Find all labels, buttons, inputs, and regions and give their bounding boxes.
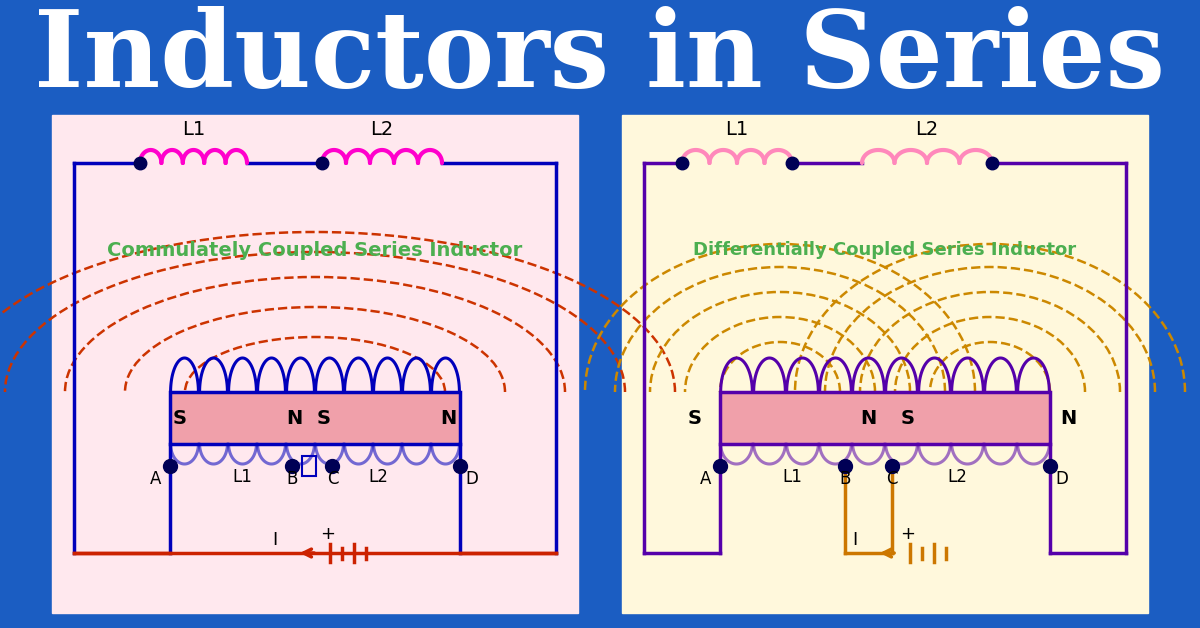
Text: N: N bbox=[440, 408, 457, 428]
Text: L2: L2 bbox=[948, 468, 967, 486]
Text: +: + bbox=[900, 525, 916, 543]
Text: C: C bbox=[326, 470, 338, 488]
Text: Differentially Coupled Series Inductor: Differentially Coupled Series Inductor bbox=[694, 241, 1076, 259]
Text: A: A bbox=[701, 470, 712, 488]
Text: I: I bbox=[852, 531, 858, 549]
Text: L2: L2 bbox=[916, 120, 938, 139]
Bar bbox=[720, 392, 1050, 444]
Text: B: B bbox=[840, 470, 851, 488]
Bar bbox=[52, 115, 578, 613]
Bar bbox=[720, 392, 1050, 444]
Bar bbox=[170, 392, 460, 444]
Text: L2: L2 bbox=[371, 120, 394, 139]
Text: S: S bbox=[173, 408, 187, 428]
Text: Commulately Coupled Series Inductor: Commulately Coupled Series Inductor bbox=[107, 241, 523, 259]
Text: N: N bbox=[860, 408, 877, 428]
Text: D: D bbox=[466, 470, 479, 488]
Bar bbox=[302, 456, 317, 476]
Text: S: S bbox=[901, 408, 916, 428]
Text: L1: L1 bbox=[725, 120, 749, 139]
Text: L1: L1 bbox=[182, 120, 205, 139]
Text: Inductors in Series: Inductors in Series bbox=[35, 6, 1165, 109]
Text: +: + bbox=[320, 525, 336, 543]
Text: N: N bbox=[287, 408, 302, 428]
Text: N: N bbox=[1060, 408, 1076, 428]
Text: L2: L2 bbox=[368, 468, 389, 486]
Bar bbox=[170, 392, 460, 444]
Text: D: D bbox=[1056, 470, 1068, 488]
Text: L1: L1 bbox=[782, 468, 803, 486]
Text: I: I bbox=[272, 531, 277, 549]
Text: L1: L1 bbox=[233, 468, 252, 486]
Text: A: A bbox=[150, 470, 162, 488]
Bar bbox=[622, 115, 1148, 613]
Text: C: C bbox=[886, 470, 898, 488]
Text: S: S bbox=[317, 408, 331, 428]
Text: B: B bbox=[286, 470, 298, 488]
Text: S: S bbox=[688, 408, 702, 428]
